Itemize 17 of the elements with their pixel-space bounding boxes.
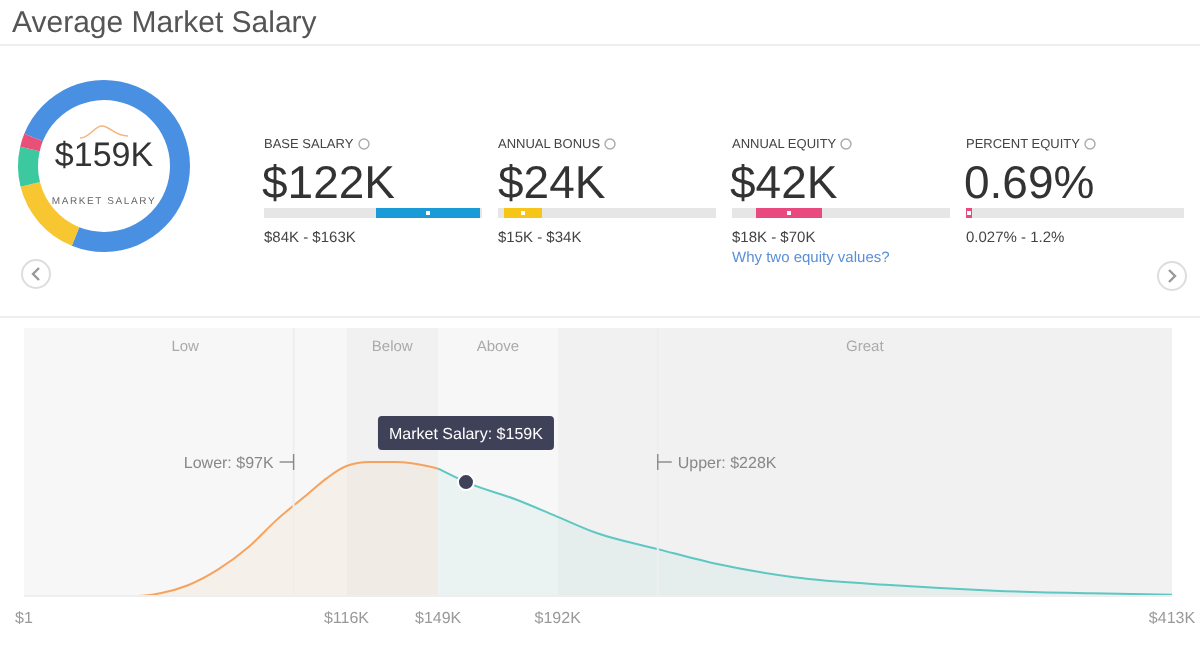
x-tick-label: $149K bbox=[415, 609, 463, 628]
text: $122K bbox=[262, 156, 396, 210]
x-tick-label: $413K bbox=[1148, 609, 1197, 628]
x-tick-label: $116K bbox=[323, 609, 371, 628]
donut-slice bbox=[20, 133, 43, 152]
ref-line-label: Upper: $228K bbox=[677, 454, 778, 472]
donut-slice bbox=[18, 146, 40, 187]
x-tick-label: $1 bbox=[15, 609, 34, 628]
text: $24K bbox=[498, 156, 606, 210]
text: $159K bbox=[52, 136, 156, 176]
donut-slice bbox=[24, 80, 190, 252]
ref-line-label: Lower: $97K bbox=[183, 454, 275, 472]
text: $42K bbox=[730, 156, 838, 210]
chart-title: Average Market Salary bbox=[12, 6, 317, 40]
text: 0.69% bbox=[964, 156, 1095, 210]
annotation: Market Salary: $159K bbox=[389, 425, 545, 444]
x-tick-label: $192K bbox=[534, 609, 583, 628]
